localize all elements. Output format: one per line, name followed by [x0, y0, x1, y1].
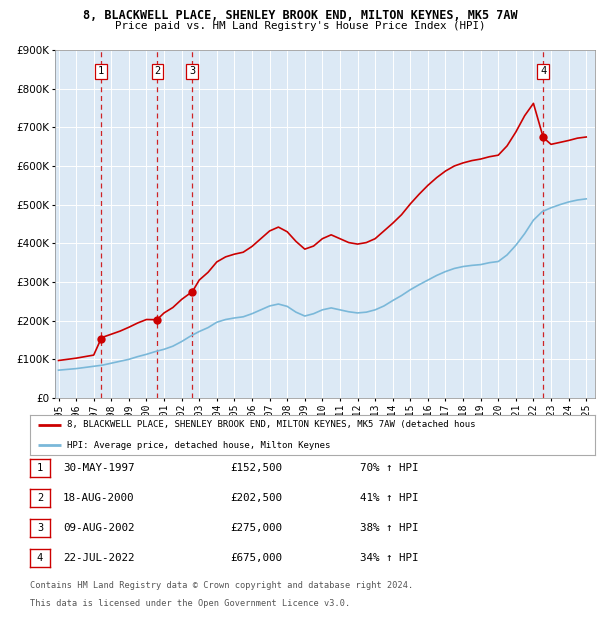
Text: 2: 2	[37, 493, 43, 503]
Text: 38% ↑ HPI: 38% ↑ HPI	[360, 523, 419, 533]
Text: This data is licensed under the Open Government Licence v3.0.: This data is licensed under the Open Gov…	[30, 599, 350, 608]
Text: 3: 3	[189, 66, 196, 76]
Text: 3: 3	[37, 523, 43, 533]
Text: 8, BLACKWELL PLACE, SHENLEY BROOK END, MILTON KEYNES, MK5 7AW (detached hous: 8, BLACKWELL PLACE, SHENLEY BROOK END, M…	[67, 420, 475, 430]
Text: Price paid vs. HM Land Registry's House Price Index (HPI): Price paid vs. HM Land Registry's House …	[115, 21, 485, 31]
Text: £202,500: £202,500	[230, 493, 282, 503]
Text: 1: 1	[37, 463, 43, 473]
Text: 70% ↑ HPI: 70% ↑ HPI	[360, 463, 419, 473]
Text: 2: 2	[154, 66, 160, 76]
Text: 09-AUG-2002: 09-AUG-2002	[63, 523, 134, 533]
Text: 34% ↑ HPI: 34% ↑ HPI	[360, 553, 419, 563]
Text: 4: 4	[540, 66, 546, 76]
Text: £152,500: £152,500	[230, 463, 282, 473]
Text: 22-JUL-2022: 22-JUL-2022	[63, 553, 134, 563]
Text: Contains HM Land Registry data © Crown copyright and database right 2024.: Contains HM Land Registry data © Crown c…	[30, 581, 413, 590]
Text: 1: 1	[98, 66, 104, 76]
Text: HPI: Average price, detached house, Milton Keynes: HPI: Average price, detached house, Milt…	[67, 440, 330, 450]
Text: 41% ↑ HPI: 41% ↑ HPI	[360, 493, 419, 503]
Text: 8, BLACKWELL PLACE, SHENLEY BROOK END, MILTON KEYNES, MK5 7AW: 8, BLACKWELL PLACE, SHENLEY BROOK END, M…	[83, 9, 517, 22]
Text: 30-MAY-1997: 30-MAY-1997	[63, 463, 134, 473]
Text: £275,000: £275,000	[230, 523, 282, 533]
Text: £675,000: £675,000	[230, 553, 282, 563]
Text: 18-AUG-2000: 18-AUG-2000	[63, 493, 134, 503]
Text: 4: 4	[37, 553, 43, 563]
